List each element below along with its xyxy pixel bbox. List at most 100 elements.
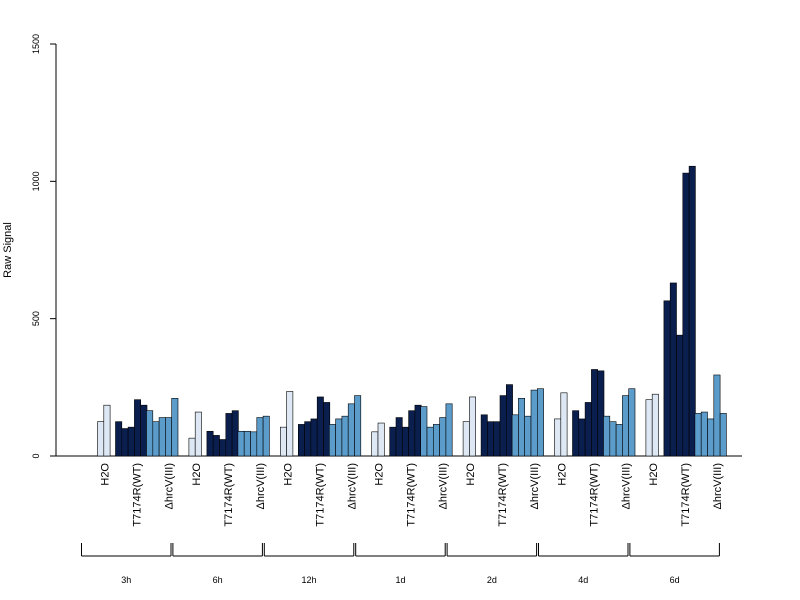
bar [212, 435, 220, 457]
timepoint-label: 3h [121, 575, 131, 585]
bar [530, 389, 538, 457]
group-label: ΔhrcV(III) [438, 463, 450, 509]
group-label: ΔhrcV(III) [164, 463, 176, 509]
group-label: ΔhrcV(III) [255, 463, 267, 509]
group-label: T7174R(WT) [314, 463, 326, 527]
bar [297, 424, 305, 457]
bar [237, 430, 245, 457]
bar [408, 410, 416, 457]
bar [700, 411, 708, 457]
group-label: T7174R(WT) [406, 463, 418, 527]
group-label: T7174R(WT) [589, 463, 601, 527]
bar [206, 430, 214, 457]
bar [505, 384, 513, 457]
bar [103, 404, 111, 457]
bar [188, 437, 196, 457]
bar [194, 411, 202, 457]
timepoint-label: 12h [302, 575, 317, 585]
y-axis-title: Raw Signal [2, 222, 14, 278]
group-label: ΔhrcV(III) [712, 463, 724, 509]
bar [121, 428, 129, 457]
group-label: ΔhrcV(III) [346, 463, 358, 509]
bar [371, 431, 379, 457]
bar [669, 282, 677, 457]
timepoint-label: 1d [395, 575, 405, 585]
bar [219, 439, 227, 457]
y-tick-label: 500 [31, 311, 41, 326]
bar [140, 404, 148, 457]
bar [328, 424, 336, 457]
bar [493, 421, 501, 457]
bar [688, 165, 696, 457]
y-tick-label: 0 [31, 453, 41, 458]
bar [462, 421, 470, 457]
group-label: ΔhrcV(III) [621, 463, 633, 509]
bar [518, 398, 526, 457]
bar [628, 388, 636, 457]
group-label: H2O [374, 463, 386, 486]
bar [401, 426, 409, 457]
y-tick-label: 1000 [31, 171, 41, 191]
bar [445, 403, 453, 457]
bar [651, 393, 659, 457]
timepoint-label: 4d [578, 575, 588, 585]
group-label: H2O [282, 463, 294, 486]
bar [663, 300, 671, 457]
group-label: ΔhrcV(III) [529, 463, 541, 509]
bar [225, 413, 233, 457]
bar [469, 396, 476, 457]
bar [622, 395, 630, 457]
bar [603, 415, 611, 457]
bar [134, 399, 141, 457]
group-label: H2O [557, 463, 569, 486]
bar [499, 395, 507, 457]
bar [243, 430, 251, 457]
bar [615, 424, 623, 457]
bar [560, 392, 568, 457]
bar [645, 399, 653, 457]
bar [591, 369, 599, 457]
bar [165, 417, 172, 457]
bar [554, 418, 562, 457]
bar [439, 417, 447, 457]
bar [115, 421, 123, 457]
bar [536, 388, 544, 457]
bar [250, 431, 258, 457]
bar [97, 421, 105, 457]
bar [347, 403, 355, 457]
group-label: H2O [191, 463, 203, 486]
bar [584, 402, 592, 457]
bar [262, 415, 270, 457]
bar [158, 417, 166, 457]
bar [487, 421, 494, 457]
bar [707, 418, 715, 457]
bar [597, 370, 605, 457]
bar [694, 413, 702, 457]
bar [279, 426, 287, 457]
bar [719, 413, 727, 457]
bar [354, 395, 362, 457]
group-label: T7174R(WT) [497, 463, 509, 527]
bar [127, 426, 135, 457]
bar [335, 418, 343, 457]
bar [286, 391, 294, 457]
bar [231, 410, 239, 457]
y-tick-label: 1500 [31, 34, 41, 54]
bar [480, 414, 488, 457]
group-label: T7174R(WT) [680, 463, 692, 527]
bar [682, 172, 690, 457]
bar [511, 414, 519, 457]
bar [713, 374, 721, 457]
bar [152, 421, 160, 457]
group-label: H2O [648, 463, 660, 486]
bar [420, 406, 428, 457]
timepoint-label: 2d [487, 575, 497, 585]
bar [310, 418, 318, 457]
bar [524, 415, 532, 457]
group-label: H2O [465, 463, 477, 486]
bar [146, 410, 154, 457]
timepoint-label: 6d [670, 575, 680, 585]
bar [316, 396, 324, 457]
timepoint-label: 6h [213, 575, 223, 585]
